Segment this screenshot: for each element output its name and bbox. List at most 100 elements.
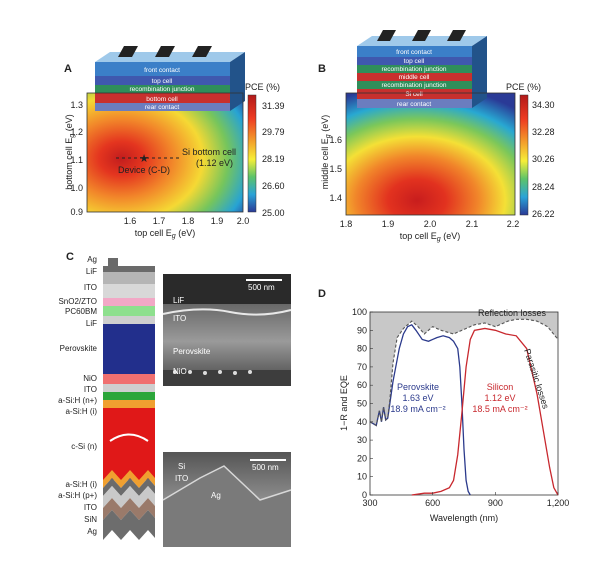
stack-b-label-2: recombination junction <box>381 66 446 73</box>
layer-label-asih-i-bot: a-Si:H (i) <box>65 480 97 489</box>
a-ylabel: bottom cell Eg (eV) <box>64 114 76 189</box>
a-xlabel: top cell Eg (eV) <box>135 228 195 240</box>
series-line-1-r <box>369 318 559 427</box>
annotation-reflection: Reflection losses <box>478 308 547 318</box>
stack-b-label-0: front contact <box>396 49 432 56</box>
colorbar-a-title: PCE (%) <box>245 82 280 92</box>
d-xlabel: Wavelength (nm) <box>430 513 498 523</box>
d-xtick-label: 600 <box>425 498 440 508</box>
stack-b-label-1: top cell <box>404 58 425 65</box>
layer-label-lif: LiF <box>86 319 97 328</box>
d-ytick-label: 60 <box>357 380 367 390</box>
device-marker: ★ <box>139 153 149 165</box>
d-xtick-label: 300 <box>362 498 377 508</box>
colorbar-b-tick-0: 34.30 <box>532 100 555 110</box>
stack-b-label-5: Si cell <box>405 91 423 98</box>
d-ytick-label: 30 <box>357 435 367 445</box>
annotation-si-bottom: Si bottom cell <box>182 147 236 157</box>
d-ytick-label: 10 <box>357 472 367 482</box>
d-ytick-label: 20 <box>357 453 367 463</box>
stack-b-label-6: rear contact <box>397 101 432 108</box>
sem2-label-ag: Ag <box>211 491 221 500</box>
panel-label-d: D <box>318 288 326 300</box>
panel-label-b: B <box>318 63 326 75</box>
layer-labels: Ag LiF ITO SnO2/ZTO PC60BM LiF Perovskit… <box>58 255 97 536</box>
layer-label-ag-bot: Ag <box>87 527 97 536</box>
d-ylabel: 1−R and EQE <box>339 375 349 431</box>
b-xtick-0: 1.8 <box>340 219 353 229</box>
sem2-scalebar: 500 nm <box>252 463 279 472</box>
layer-label-nio: NiO <box>83 374 97 383</box>
b-ytick-2: 1.6 <box>329 135 342 145</box>
stack-a-label-3: bottom cell <box>146 96 178 103</box>
colorbar-a-tick-0: 31.39 <box>262 101 285 111</box>
si-label-current: 18.5 mA cm⁻² <box>472 404 527 414</box>
heatmap-a <box>87 93 243 212</box>
stack-a-label-4: rear contact <box>145 104 180 111</box>
panel-label-a: A <box>64 63 72 75</box>
d-ytick-label: 100 <box>352 307 367 317</box>
d-ytick-label: 70 <box>357 362 367 372</box>
sem1-label-perovskite: Perovskite <box>173 347 211 356</box>
a-xtick-3: 1.9 <box>211 216 224 226</box>
colorbar-a <box>247 94 257 213</box>
layer-label-sin: SiN <box>84 515 97 524</box>
sem1-label-nio: NiO <box>173 367 187 376</box>
layer-label-ag-top: Ag <box>87 255 97 264</box>
layer-label-asih-n: a-Si:H (n+) <box>58 396 97 405</box>
panel-b: B front contact top cell recombination j… <box>318 30 555 243</box>
a-xtick-0: 1.6 <box>124 216 137 226</box>
a-ytick-1: 1.0 <box>70 183 83 193</box>
stack-b-label-4: recombination junction <box>381 82 446 89</box>
d-ytick-label: 90 <box>357 325 367 335</box>
b-ylabel: middle cell Eg (eV) <box>320 115 332 189</box>
axes-frame-a <box>86 92 244 213</box>
a-ytick-4: 1.3 <box>70 100 83 110</box>
axes-frame-b <box>345 92 516 216</box>
b-ytick-0: 1.4 <box>329 193 342 203</box>
b-xlabel: top cell Eg (eV) <box>400 231 460 243</box>
panel-a: A front contact top cell recombination j… <box>64 46 285 240</box>
colorbar-a-tick-2: 28.19 <box>262 154 285 164</box>
sem2-label-ito: ITO <box>175 474 188 483</box>
layer-label-lif-top: LiF <box>86 267 97 276</box>
sem1-label-ito: ITO <box>173 314 186 323</box>
d-ytick-label: 50 <box>357 399 367 409</box>
colorbar-b-tick-3: 28.24 <box>532 182 555 192</box>
a-ytick-2: 1.1 <box>70 155 83 165</box>
layer-label-ito-mid: ITO <box>84 385 97 394</box>
stack-a-label-1: top cell <box>152 78 173 85</box>
panel-d: D 300 600 900 1,200 0 10 20 30 40 50 60 70 80 90 100 W… <box>318 288 569 523</box>
si-label-bandgap: 1.12 eV <box>484 393 515 403</box>
annotation-parasitic: Parasitic losses <box>522 348 551 411</box>
stack-illustration-a: front contact top cell recombination jun… <box>95 46 245 111</box>
panel-c: C Ag LiF ITO SnO2/ <box>58 251 292 547</box>
layer-label-ito-top: ITO <box>84 283 97 292</box>
colorbar-a-tick-4: 25.00 <box>262 208 285 218</box>
b-xtick-3: 2.1 <box>466 219 479 229</box>
layer-label-ito-bot: ITO <box>84 503 97 512</box>
colorbar-b <box>519 94 529 216</box>
stack-b-label-3: middle cell <box>399 74 430 81</box>
a-ytick-0: 0.9 <box>70 207 83 217</box>
colorbar-b-tick-1: 32.28 <box>532 127 555 137</box>
d-xtick-label: 1,200 <box>547 498 570 508</box>
perov-label-current: 18.9 mA cm⁻² <box>390 404 445 414</box>
d-xtick-label: 900 <box>488 498 503 508</box>
colorbar-b-title: PCE (%) <box>506 82 541 92</box>
heatmap-b <box>346 93 515 215</box>
reflection-loss-area <box>370 312 558 495</box>
b-ytick-1: 1.5 <box>329 164 342 174</box>
stack-a-label-2: recombination junction <box>129 86 194 93</box>
sem1-scalebar: 500 nm <box>248 283 275 292</box>
b-xtick-1: 1.9 <box>382 219 395 229</box>
annotation-si-bandgap: (1.12 eV) <box>196 158 233 168</box>
layer-label-pcbm: PC60BM <box>65 307 97 316</box>
a-xtick-1: 1.7 <box>153 216 166 226</box>
d-ytick-label: 0 <box>362 490 367 500</box>
b-xtick-2: 2.0 <box>424 219 437 229</box>
layer-label-asih-i-top: a-Si:H (i) <box>65 407 97 416</box>
series-line-silicon <box>411 327 559 496</box>
stack-illustration-b: front contact top cell recombination jun… <box>357 30 487 108</box>
colorbar-b-tick-2: 30.26 <box>532 154 555 164</box>
